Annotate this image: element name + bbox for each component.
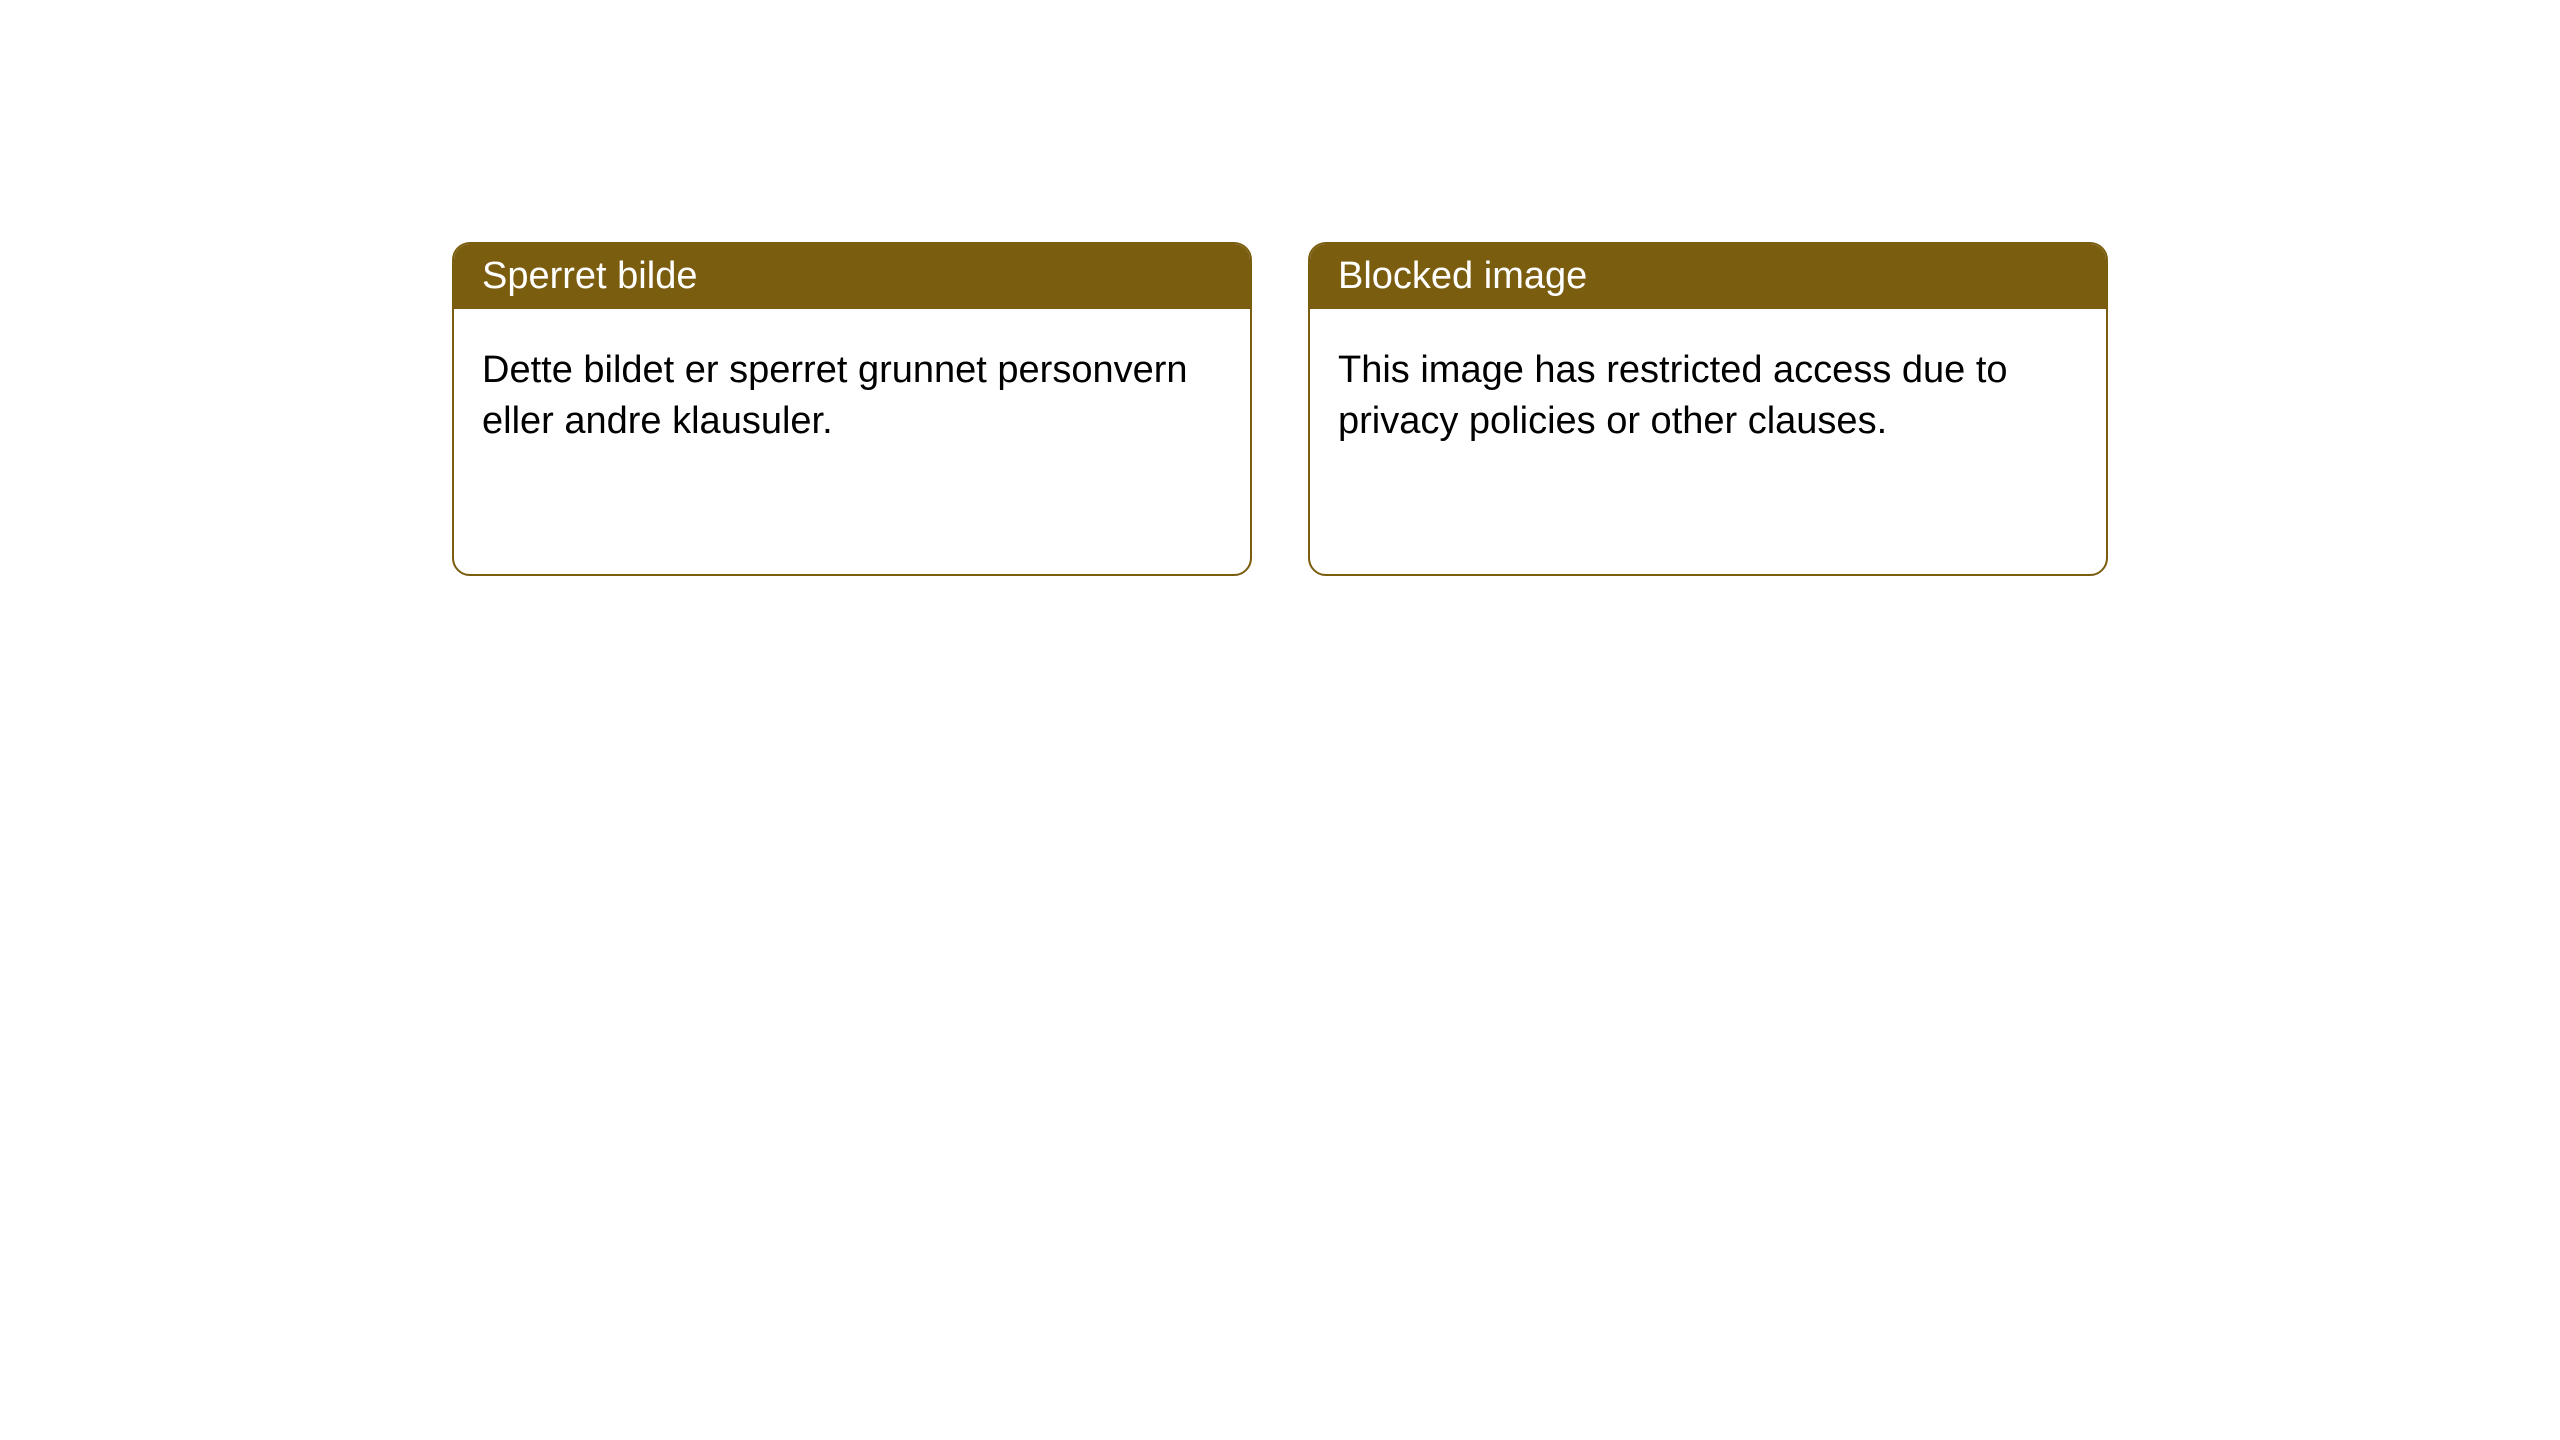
card-body-text: This image has restricted access due to …: [1310, 309, 2106, 484]
card-body-text: Dette bildet er sperret grunnet personve…: [454, 309, 1250, 484]
blocked-image-card-nb: Sperret bilde Dette bildet er sperret gr…: [452, 242, 1252, 576]
card-title: Blocked image: [1310, 244, 2106, 309]
blocked-image-card-en: Blocked image This image has restricted …: [1308, 242, 2108, 576]
notice-cards-row: Sperret bilde Dette bildet er sperret gr…: [452, 242, 2108, 1440]
card-title: Sperret bilde: [454, 244, 1250, 309]
